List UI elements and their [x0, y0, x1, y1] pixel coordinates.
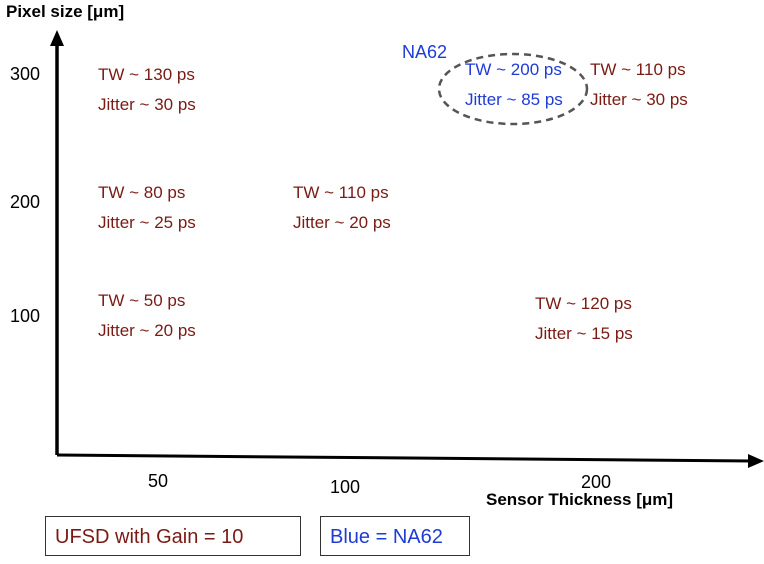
- point-label-tw: TW ~ 80 ps: [98, 183, 185, 202]
- na62-highlight-ellipse: [437, 52, 589, 126]
- y-tick-label: 200: [10, 192, 40, 212]
- point-label-jitter: Jitter ~ 30 ps: [98, 95, 196, 114]
- point-label-tw: TW ~ 130 ps: [98, 65, 195, 84]
- y-tick-label: 300: [10, 64, 40, 84]
- x-tick-label: 100: [330, 477, 360, 497]
- point-label-jitter: Jitter ~ 25 ps: [98, 213, 196, 232]
- x-axis-label: Sensor Thickness [μm]: [486, 490, 674, 509]
- point-label-tw: TW ~ 120 ps: [535, 294, 632, 313]
- point-label-jitter: Jitter ~ 30 ps: [590, 90, 688, 109]
- x-axis-arrow: [748, 454, 764, 468]
- point-label-jitter: Jitter ~ 20 ps: [98, 321, 196, 340]
- x-tick-label: 200: [581, 472, 611, 492]
- point-label-tw: TW ~ 110 ps: [293, 183, 389, 202]
- y-axis-label: Pixel size [μm]: [6, 2, 125, 21]
- point-label-tw: TW ~ 200 ps: [465, 60, 562, 79]
- na62-annotation: NA62: [402, 42, 447, 62]
- legend-blue-na62: Blue = NA62: [320, 516, 470, 556]
- y-tick-label: 100: [10, 306, 40, 326]
- point-label-jitter: Jitter ~ 15 ps: [535, 324, 633, 343]
- point-label-tw: TW ~ 50 ps: [98, 291, 185, 310]
- x-axis-line: [56, 453, 753, 463]
- y-axis-arrow: [50, 30, 64, 46]
- x-tick-label: 50: [148, 471, 168, 491]
- legend-ufsd-gain: UFSD with Gain = 10: [45, 516, 301, 556]
- point-label-tw: TW ~ 110 ps: [590, 60, 686, 79]
- point-label-jitter: Jitter ~ 85 ps: [465, 90, 563, 109]
- point-label-jitter: Jitter ~ 20 ps: [293, 213, 391, 232]
